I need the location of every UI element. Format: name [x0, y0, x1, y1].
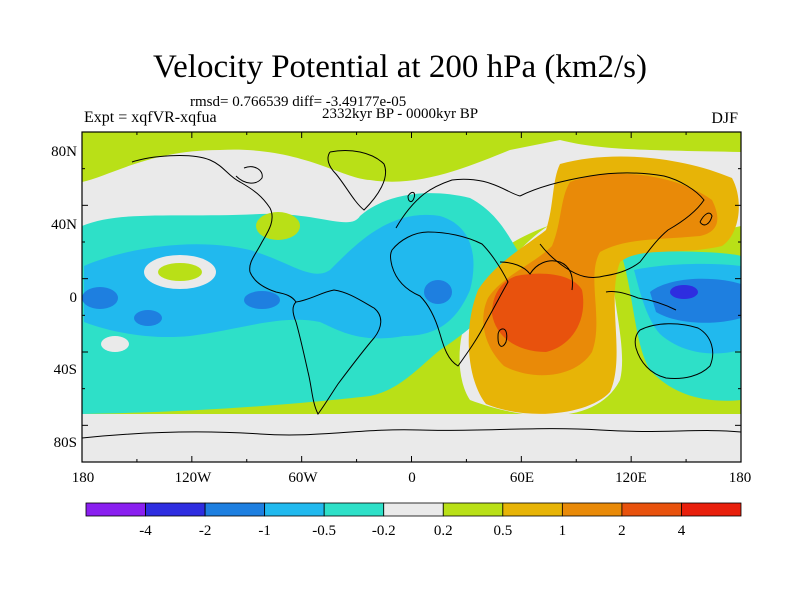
x-tick-label: 180 — [72, 470, 95, 486]
colorbar-label: 1 — [559, 523, 567, 539]
africa-coast — [390, 231, 509, 367]
y-tick-label: 80N — [51, 144, 77, 160]
coastline-layer — [82, 150, 741, 439]
x-tick-label: 60E — [510, 470, 534, 486]
japan-coast — [699, 212, 713, 226]
colorbar-label: 0.5 — [493, 523, 512, 539]
y-axis: 80N 40N 0 40S 80S — [51, 144, 77, 451]
colorbar-box — [621, 502, 682, 517]
y-tick-label: 80S — [54, 435, 77, 451]
arabia-india-coast — [499, 260, 573, 291]
colorbar-label: 4 — [678, 523, 686, 539]
colorbar-box — [561, 502, 623, 517]
madagascar-coast — [497, 328, 508, 347]
x-tick-label: 120W — [175, 470, 213, 486]
europe-coast — [395, 178, 521, 229]
colorbar-label: -1 — [258, 523, 271, 539]
antarctica-coast — [82, 428, 741, 439]
north-america-coast — [131, 155, 297, 303]
period-label: 2332kyr BP - 0000kyr BP — [322, 106, 479, 122]
colorbar-box — [145, 502, 206, 517]
figure-title: Velocity Potential at 200 hPa (km2/s) — [152, 49, 648, 85]
uk-coast — [407, 191, 415, 203]
australia-coast — [634, 323, 714, 379]
colorbar-label: -0.2 — [372, 523, 396, 539]
colorbar-label: -4 — [139, 523, 152, 539]
season-label: DJF — [711, 110, 738, 127]
colorbar-box — [383, 502, 444, 517]
experiment-label: Expt = xqfVR-xqfua — [84, 109, 217, 126]
colorbar-label: 2 — [618, 523, 626, 539]
x-tick-label: 180 — [729, 470, 752, 486]
x-tick-label: 60W — [288, 470, 318, 486]
indonesia-coast — [605, 291, 677, 311]
colorbar-box — [323, 502, 385, 517]
y-tick-label: 40N — [51, 217, 77, 233]
colorbar-box — [681, 502, 742, 517]
contour-fill-layer — [82, 132, 741, 462]
asia-coast — [519, 172, 705, 279]
colorbar-label: -0.5 — [312, 523, 336, 539]
stats-label: rmsd= 0.766539 diff= -3.49177e-05 — [190, 94, 407, 110]
y-tick-label: 0 — [70, 290, 78, 306]
colorbar: -4 -2 -1 -0.5 -0.2 0.2 0.5 1 2 4 — [85, 502, 742, 539]
colorbar-label: -2 — [199, 523, 212, 539]
map-frame — [81, 131, 742, 463]
x-tick-label: 0 — [408, 470, 416, 486]
colorbar-box — [442, 502, 504, 517]
hudson-bay-coast — [235, 166, 263, 184]
colorbar-box — [502, 502, 563, 517]
south-america-coast — [292, 289, 382, 415]
y-tick-label: 40S — [54, 362, 77, 378]
x-axis: 180 120W 60W 0 60E 120E 180 — [72, 470, 752, 486]
colorbar-box — [264, 502, 325, 517]
greenland-coast — [327, 150, 386, 211]
colorbar-box — [85, 502, 146, 517]
x-tick-label: 120E — [615, 470, 647, 486]
colorbar-label: 0.2 — [434, 523, 453, 539]
colorbar-box — [204, 502, 266, 517]
